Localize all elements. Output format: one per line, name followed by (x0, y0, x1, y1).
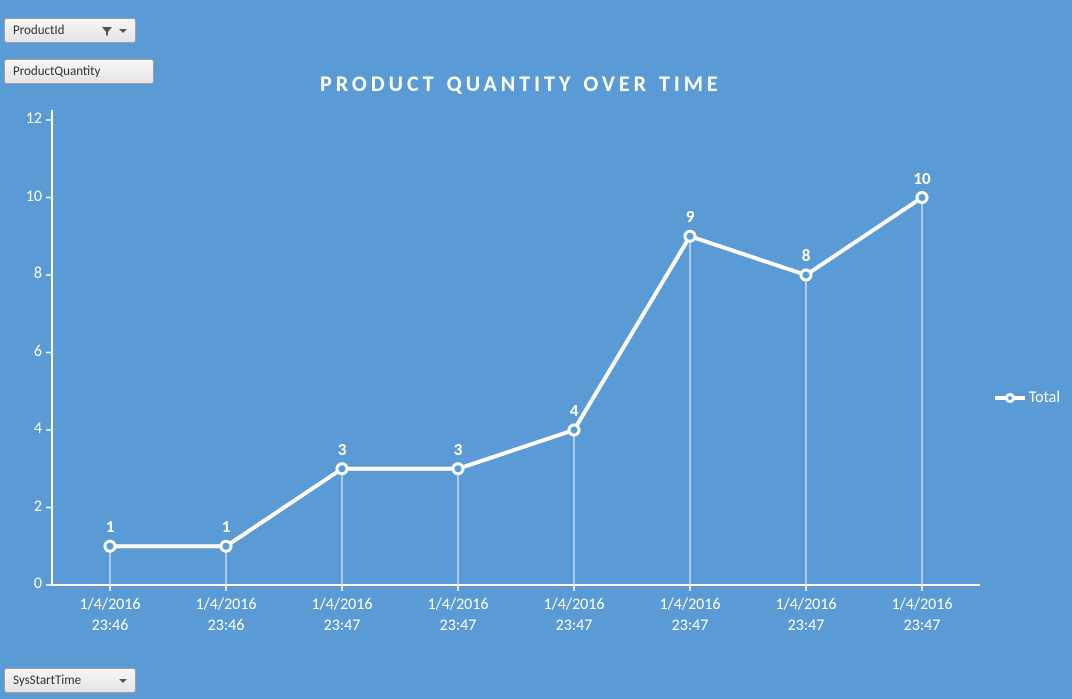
data-label: 3 (454, 439, 463, 460)
x-tick-date: 1/4/2016 (775, 595, 836, 614)
x-tick-time: 23:47 (556, 616, 593, 635)
data-label: 1 (222, 516, 231, 537)
x-tick-time: 23:47 (672, 616, 709, 635)
x-axis-tick: 1/4/2016 23:47 (751, 595, 861, 637)
y-axis-tick: 2 (12, 497, 42, 516)
x-axis-tick: 1/4/2016 23:46 (171, 595, 281, 637)
data-label: 8 (802, 245, 811, 266)
x-tick-date: 1/4/2016 (195, 595, 256, 614)
x-axis-tick: 1/4/2016 23:47 (867, 595, 977, 637)
data-label: 9 (686, 206, 695, 227)
x-tick-time: 23:47 (904, 616, 941, 635)
x-axis-tick: 1/4/2016 23:46 (55, 595, 165, 637)
y-axis-tick: 10 (12, 187, 42, 206)
x-axis-tick: 1/4/2016 23:47 (635, 595, 745, 637)
data-label: 3 (338, 439, 347, 460)
x-axis-tick: 1/4/2016 23:47 (403, 595, 513, 637)
x-tick-date: 1/4/2016 (427, 595, 488, 614)
data-label: 4 (570, 400, 579, 421)
data-label: 1 (106, 516, 115, 537)
x-tick-time: 23:46 (92, 616, 129, 635)
y-axis-tick: 4 (12, 419, 42, 438)
x-axis-tick: 1/4/2016 23:47 (519, 595, 629, 637)
x-tick-date: 1/4/2016 (659, 595, 720, 614)
data-label: 10 (913, 168, 930, 189)
y-axis-tick: 12 (12, 109, 42, 128)
x-tick-date: 1/4/2016 (891, 595, 952, 614)
y-axis-tick: 8 (12, 264, 42, 283)
x-tick-time: 23:46 (208, 616, 245, 635)
y-axis-tick: 0 (12, 574, 42, 593)
x-axis-tick: 1/4/2016 23:47 (287, 595, 397, 637)
x-tick-time: 23:47 (440, 616, 477, 635)
x-tick-date: 1/4/2016 (79, 595, 140, 614)
x-tick-date: 1/4/2016 (311, 595, 372, 614)
y-axis-tick: 6 (12, 342, 42, 361)
x-tick-time: 23:47 (788, 616, 825, 635)
x-tick-date: 1/4/2016 (543, 595, 604, 614)
x-tick-time: 23:47 (324, 616, 361, 635)
